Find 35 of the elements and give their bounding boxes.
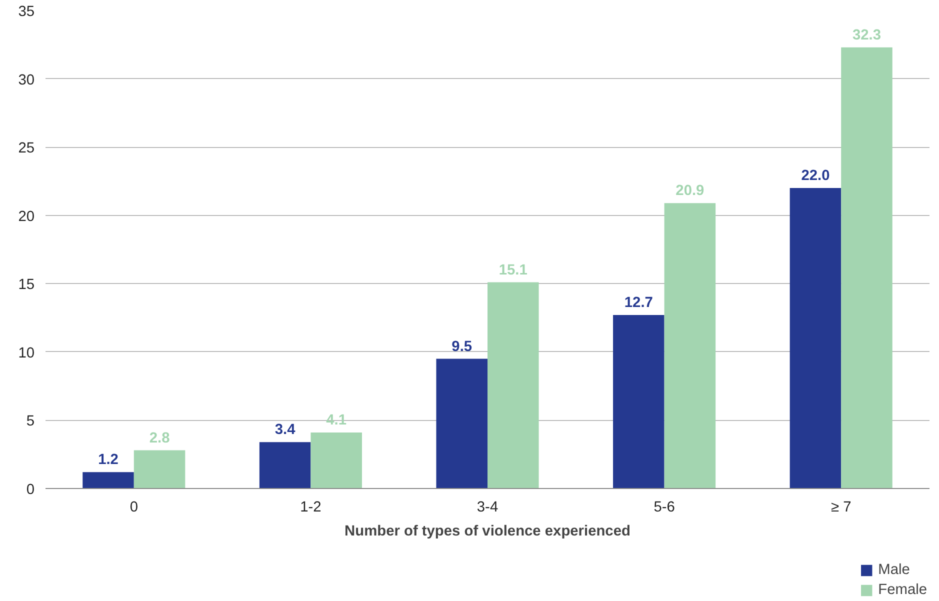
bar bbox=[259, 442, 311, 488]
bar bbox=[488, 282, 539, 488]
legend-label: Male bbox=[878, 562, 910, 578]
data-label: 9.5 bbox=[452, 338, 472, 355]
y-tick-label: 0 bbox=[26, 482, 35, 498]
y-tick-label: 20 bbox=[18, 208, 35, 225]
x-axis-title: Number of types of violence experienced bbox=[344, 524, 630, 540]
bar bbox=[664, 203, 716, 488]
bar bbox=[436, 358, 488, 488]
legend-label: Female bbox=[878, 582, 927, 598]
bar bbox=[82, 472, 134, 488]
data-label: 32.3 bbox=[852, 27, 882, 44]
bar bbox=[613, 315, 664, 488]
y-tick-label: 35 bbox=[18, 4, 35, 20]
y-tick-label: 5 bbox=[26, 414, 35, 430]
bar bbox=[841, 47, 892, 488]
x-tick-label: 1-2 bbox=[300, 500, 322, 516]
y-tick-label: 10 bbox=[18, 345, 35, 362]
data-label: 12.7 bbox=[624, 295, 653, 312]
data-label: 2.8 bbox=[149, 430, 170, 446]
bar bbox=[134, 450, 186, 488]
data-label: 3.4 bbox=[274, 422, 296, 438]
y-tick-label: 30 bbox=[18, 72, 35, 88]
x-tick-label: ≥ 7 bbox=[830, 500, 852, 516]
data-label: 1.2 bbox=[98, 452, 118, 468]
data-label: 15.1 bbox=[498, 262, 528, 278]
y-tick-label: 15 bbox=[18, 277, 35, 294]
x-tick-label: 3-4 bbox=[476, 500, 498, 516]
data-label: 20.9 bbox=[676, 183, 704, 200]
y-tick-label: 25 bbox=[18, 140, 35, 157]
x-tick-label: 0 bbox=[130, 500, 138, 516]
x-tick-label: 5-6 bbox=[654, 500, 675, 516]
bar bbox=[790, 188, 842, 488]
bar bbox=[310, 432, 362, 488]
data-label: 22.0 bbox=[801, 168, 830, 184]
